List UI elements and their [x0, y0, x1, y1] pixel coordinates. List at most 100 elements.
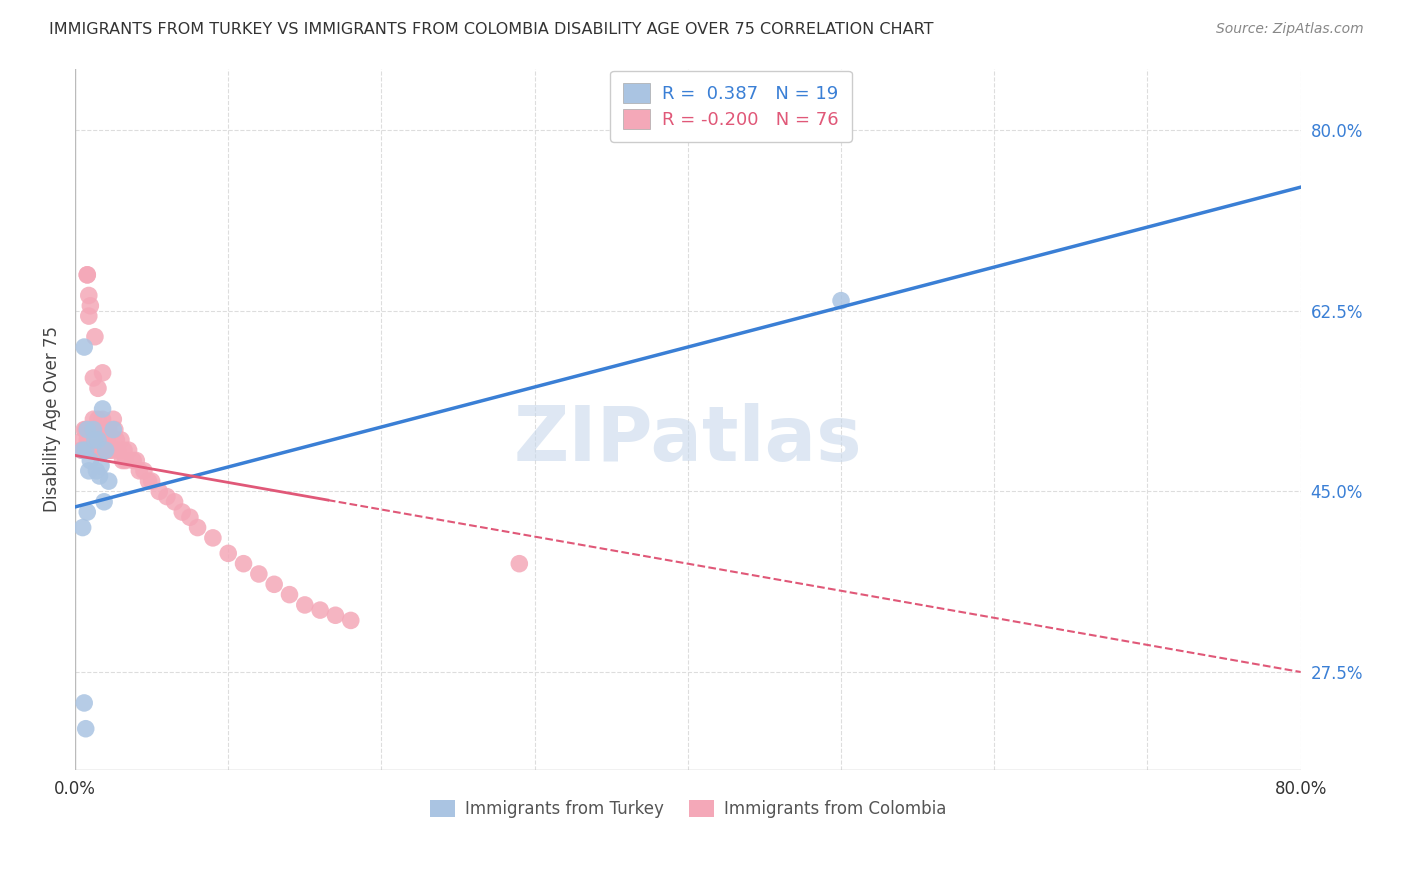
Point — [82, 423, 104, 437]
Point — [325, 608, 347, 623]
Point — [97, 423, 120, 437]
Point — [110, 433, 132, 447]
Point — [73, 423, 96, 437]
Point — [508, 557, 530, 571]
Point — [309, 603, 332, 617]
Point — [107, 443, 129, 458]
Point — [104, 423, 127, 437]
Point — [75, 443, 97, 458]
Point — [77, 464, 100, 478]
Point — [72, 433, 94, 447]
Point — [76, 268, 98, 282]
Point — [76, 433, 98, 447]
Point — [98, 443, 121, 458]
Point — [73, 340, 96, 354]
Point — [156, 490, 179, 504]
Point — [125, 453, 148, 467]
Legend: Immigrants from Turkey, Immigrants from Colombia: Immigrants from Turkey, Immigrants from … — [423, 793, 953, 825]
Point — [76, 505, 98, 519]
Point — [77, 309, 100, 323]
Point — [111, 453, 134, 467]
Point — [94, 423, 117, 437]
Point — [86, 423, 108, 437]
Point — [278, 588, 301, 602]
Point — [76, 423, 98, 437]
Point — [247, 566, 270, 581]
Point — [79, 453, 101, 467]
Point — [87, 433, 110, 447]
Point — [830, 293, 852, 308]
Point — [232, 557, 254, 571]
Point — [90, 423, 112, 437]
Point — [77, 423, 100, 437]
Point — [217, 546, 239, 560]
Point — [294, 598, 316, 612]
Point — [93, 443, 115, 458]
Point — [79, 443, 101, 458]
Point — [84, 443, 107, 458]
Point — [89, 443, 111, 458]
Point — [339, 614, 361, 628]
Point — [80, 443, 103, 458]
Point — [70, 443, 93, 458]
Point — [96, 433, 118, 447]
Point — [263, 577, 285, 591]
Point — [77, 433, 100, 447]
Point — [86, 464, 108, 478]
Point — [187, 520, 209, 534]
Point — [141, 474, 163, 488]
Point — [86, 433, 108, 447]
Point — [91, 366, 114, 380]
Point — [82, 443, 104, 458]
Point — [128, 464, 150, 478]
Point — [76, 443, 98, 458]
Point — [117, 443, 139, 458]
Point — [75, 443, 97, 458]
Text: Source: ZipAtlas.com: Source: ZipAtlas.com — [1216, 22, 1364, 37]
Point — [163, 495, 186, 509]
Point — [132, 464, 155, 478]
Point — [72, 520, 94, 534]
Point — [94, 443, 117, 458]
Point — [77, 288, 100, 302]
Point — [90, 433, 112, 447]
Point — [76, 423, 98, 437]
Point — [138, 474, 160, 488]
Point — [89, 469, 111, 483]
Y-axis label: Disability Age Over 75: Disability Age Over 75 — [44, 326, 60, 512]
Point — [112, 443, 135, 458]
Point — [84, 433, 107, 447]
Point — [73, 443, 96, 458]
Point — [122, 453, 145, 467]
Point — [87, 412, 110, 426]
Point — [94, 443, 117, 458]
Point — [82, 371, 104, 385]
Point — [179, 510, 201, 524]
Point — [103, 443, 125, 458]
Point — [75, 423, 97, 437]
Point — [93, 495, 115, 509]
Text: ZIPatlas: ZIPatlas — [513, 403, 862, 477]
Point — [172, 505, 194, 519]
Point — [79, 433, 101, 447]
Point — [80, 423, 103, 437]
Point — [90, 458, 112, 473]
Point — [82, 433, 104, 447]
Point — [87, 433, 110, 447]
Point — [82, 412, 104, 426]
Point — [89, 423, 111, 437]
Point — [84, 330, 107, 344]
Point — [91, 443, 114, 458]
Point — [79, 299, 101, 313]
Point — [79, 423, 101, 437]
Point — [97, 474, 120, 488]
Point — [91, 412, 114, 426]
Point — [91, 401, 114, 416]
Point — [114, 453, 136, 467]
Point — [87, 381, 110, 395]
Point — [148, 484, 170, 499]
Point — [103, 423, 125, 437]
Point — [105, 433, 128, 447]
Point — [84, 423, 107, 437]
Point — [75, 722, 97, 736]
